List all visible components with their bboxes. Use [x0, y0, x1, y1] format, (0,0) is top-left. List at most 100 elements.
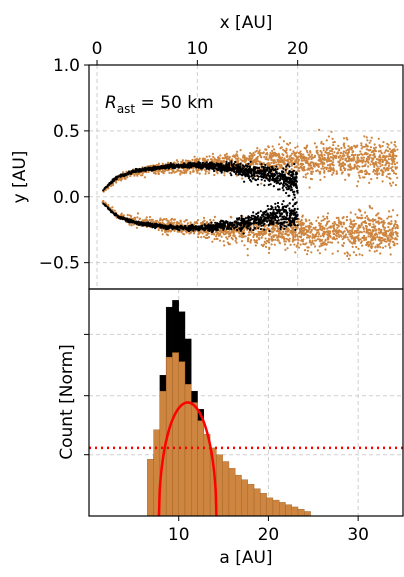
- scatter-point: [381, 158, 384, 162]
- scatter-point: [309, 155, 312, 158]
- scatter-point: [379, 156, 382, 159]
- scatter-point: [318, 170, 321, 173]
- scatter-point: [289, 148, 292, 151]
- scatter-point: [347, 257, 350, 260]
- scatter-point: [357, 234, 360, 237]
- scatter-point: [288, 219, 291, 222]
- scatter-point: [141, 174, 144, 177]
- scatter-point: [372, 161, 375, 164]
- scatter-point: [260, 175, 263, 178]
- scatter-point: [298, 170, 301, 173]
- scatter-point: [325, 166, 328, 169]
- scatter-point: [352, 226, 355, 229]
- scatter-point: [373, 148, 376, 151]
- scatter-point: [205, 221, 209, 224]
- scatter-point: [289, 141, 292, 145]
- scatter-point: [244, 159, 247, 162]
- scatter-point: [329, 149, 332, 152]
- scatter-point: [211, 152, 214, 155]
- scatter-point: [362, 158, 365, 162]
- scatter-point: [185, 219, 188, 222]
- scatter-point: [241, 167, 244, 170]
- scatter-point: [392, 169, 395, 173]
- scatter-point: [259, 210, 262, 213]
- scatter-point: [363, 230, 366, 233]
- scatter-point: [373, 165, 376, 168]
- scatter-point: [365, 227, 368, 230]
- scatter-point: [292, 157, 295, 160]
- scatter-point: [281, 215, 284, 218]
- scatter-point: [395, 155, 398, 158]
- scatter-point: [383, 221, 386, 224]
- scatter-point: [193, 221, 196, 224]
- scatter-point: [357, 239, 360, 242]
- scatter-point: [243, 180, 246, 183]
- scatter-point: [311, 233, 314, 236]
- scatter-point: [272, 159, 275, 162]
- scatter-point: [250, 180, 253, 183]
- scatter-point: [390, 232, 393, 235]
- scatter-point: [266, 204, 269, 208]
- scatter-point: [182, 232, 185, 235]
- scatter-point: [370, 243, 373, 246]
- scatter-point: [322, 143, 325, 146]
- scatter-point: [207, 236, 211, 239]
- scatter-point: [286, 211, 289, 214]
- scatter-point: [342, 152, 345, 155]
- scatter-point: [210, 221, 213, 224]
- scatter-point: [266, 162, 269, 165]
- scatter-point: [344, 233, 347, 236]
- scatter-point: [282, 148, 285, 151]
- scatter-point: [262, 245, 265, 248]
- scatter-point: [342, 242, 345, 245]
- scatter-point: [247, 231, 251, 234]
- scatter-point: [377, 167, 380, 170]
- scatter-point: [223, 174, 226, 177]
- scatter-point: [343, 252, 346, 255]
- scatter-point: [396, 232, 399, 235]
- scatter-point: [247, 162, 250, 165]
- scatter-point: [373, 250, 376, 253]
- scatter-point: [387, 215, 390, 218]
- scatter-point: [295, 226, 298, 229]
- scatter-point: [331, 222, 334, 225]
- scatter-point: [193, 231, 196, 235]
- scatter-point: [310, 243, 313, 246]
- scatter-point: [282, 140, 285, 143]
- scatter-point: [380, 228, 383, 231]
- scatter-point: [296, 220, 299, 223]
- scatter-point: [359, 169, 363, 172]
- scatter-point: [155, 219, 158, 222]
- scatter-point: [354, 213, 357, 216]
- scatter-point: [369, 148, 372, 152]
- scatter-point: [370, 136, 373, 139]
- scatter-point: [253, 227, 256, 230]
- scatter-point: [308, 227, 311, 231]
- scatter-point: [357, 236, 360, 239]
- scatter-point: [374, 245, 377, 248]
- scatter-point: [369, 146, 372, 149]
- scatter-point: [394, 226, 397, 229]
- scatter-point: [254, 244, 257, 247]
- scatter-point: [256, 147, 259, 150]
- scatter-point: [241, 164, 244, 167]
- scatter-point: [134, 216, 137, 220]
- scatter-point: [294, 160, 297, 163]
- scatter-point: [285, 151, 288, 155]
- scatter-point: [229, 172, 232, 175]
- scatter-point: [384, 164, 387, 167]
- scatter-point: [272, 211, 275, 214]
- scatter-point: [179, 173, 182, 176]
- scatter-point: [142, 219, 145, 222]
- scatter-point: [200, 231, 203, 234]
- scatter-point: [259, 161, 262, 164]
- scatter-point: [271, 149, 274, 152]
- scatter-point: [305, 149, 308, 152]
- scatter-point: [217, 156, 220, 159]
- scatter-point: [143, 176, 146, 179]
- scatter-point: [381, 233, 384, 236]
- scatter-point: [269, 208, 272, 211]
- scatter-point: [339, 154, 342, 157]
- scatter-point: [393, 172, 396, 175]
- scatter-point: [384, 155, 387, 158]
